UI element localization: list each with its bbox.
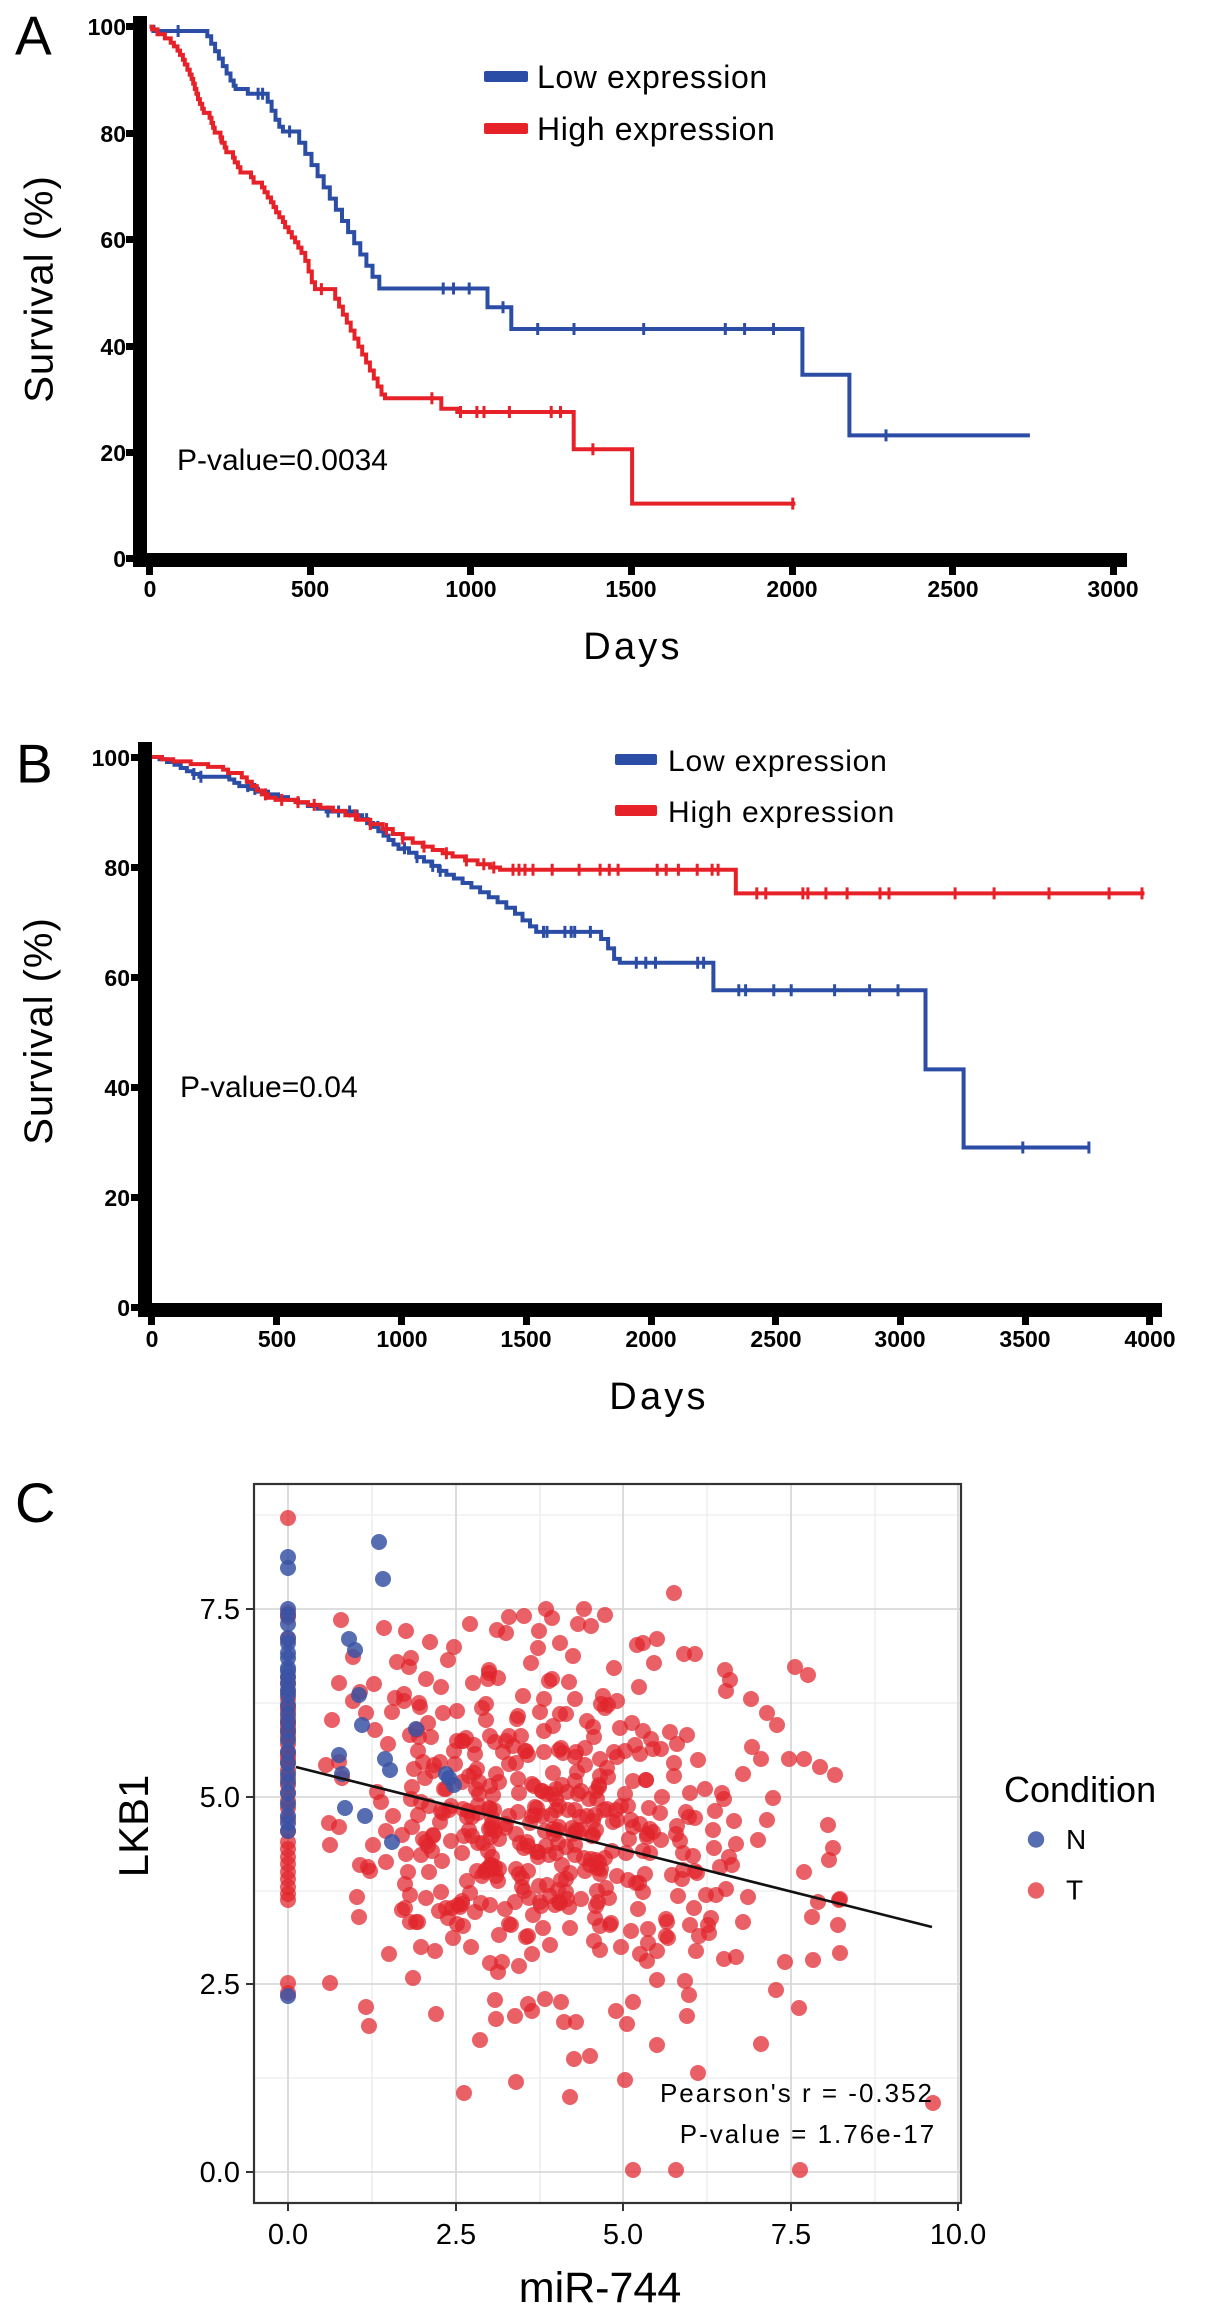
- svg-text:7.5: 7.5: [771, 2219, 811, 2251]
- svg-text:80: 80: [100, 121, 126, 147]
- svg-text:4000: 4000: [1124, 1326, 1175, 1352]
- svg-text:20: 20: [100, 440, 126, 466]
- svg-text:3500: 3500: [999, 1326, 1050, 1352]
- svg-text:0: 0: [113, 546, 126, 572]
- svg-text:N: N: [1066, 1824, 1086, 1855]
- svg-text:2.5: 2.5: [200, 1969, 240, 2001]
- svg-text:High expression: High expression: [668, 796, 895, 829]
- svg-text:T: T: [1066, 1875, 1083, 1906]
- svg-text:P-value=0.04: P-value=0.04: [180, 1071, 358, 1104]
- svg-text:500: 500: [291, 576, 329, 602]
- svg-text:LKB1: LKB1: [110, 1775, 157, 1878]
- svg-text:B: B: [16, 733, 53, 795]
- svg-text:2.5: 2.5: [436, 2219, 476, 2251]
- svg-text:2500: 2500: [927, 576, 978, 602]
- svg-text:60: 60: [104, 965, 130, 991]
- svg-text:5.0: 5.0: [200, 1782, 240, 1814]
- svg-text:Days: Days: [609, 1376, 708, 1418]
- svg-text:0: 0: [117, 1295, 130, 1321]
- svg-text:Days: Days: [583, 626, 682, 668]
- svg-text:40: 40: [100, 334, 126, 360]
- svg-text:20: 20: [104, 1185, 130, 1211]
- svg-text:7.5: 7.5: [200, 1594, 240, 1626]
- svg-text:0.0: 0.0: [268, 2219, 308, 2251]
- svg-text:Survival (%): Survival (%): [17, 917, 61, 1145]
- svg-text:0.0: 0.0: [200, 2157, 240, 2189]
- svg-text:Low expression: Low expression: [668, 745, 888, 778]
- svg-text:5.0: 5.0: [603, 2219, 643, 2251]
- svg-text:1500: 1500: [605, 576, 656, 602]
- svg-text:3000: 3000: [1087, 576, 1138, 602]
- svg-text:A: A: [15, 5, 52, 67]
- svg-text:100: 100: [92, 745, 130, 771]
- svg-text:2000: 2000: [766, 576, 817, 602]
- svg-text:100: 100: [88, 14, 126, 40]
- svg-text:0: 0: [146, 1326, 159, 1352]
- svg-text:P-value = 1.76e-17: P-value = 1.76e-17: [680, 2119, 936, 2149]
- svg-text:3000: 3000: [874, 1326, 925, 1352]
- svg-text:Pearson's r = -0.352: Pearson's r = -0.352: [660, 2078, 934, 2108]
- svg-text:60: 60: [100, 227, 126, 253]
- svg-text:2000: 2000: [625, 1326, 676, 1352]
- svg-text:40: 40: [104, 1075, 130, 1101]
- svg-text:0: 0: [144, 576, 157, 602]
- svg-text:Condition: Condition: [1004, 1769, 1156, 1810]
- svg-text:80: 80: [104, 855, 130, 881]
- svg-text:Low expression: Low expression: [537, 59, 768, 95]
- svg-text:C: C: [15, 1471, 55, 1534]
- svg-text:1000: 1000: [445, 576, 496, 602]
- svg-text:1000: 1000: [376, 1326, 427, 1352]
- svg-text:Survival (%): Survival (%): [18, 175, 62, 403]
- svg-text:miR-744: miR-744: [519, 2264, 682, 2312]
- svg-text:1500: 1500: [500, 1326, 551, 1352]
- svg-text:High expression: High expression: [537, 111, 775, 147]
- svg-text:2500: 2500: [750, 1326, 801, 1352]
- svg-text:10.0: 10.0: [930, 2219, 986, 2251]
- svg-text:500: 500: [258, 1326, 296, 1352]
- svg-text:P-value=0.0034: P-value=0.0034: [177, 444, 388, 477]
